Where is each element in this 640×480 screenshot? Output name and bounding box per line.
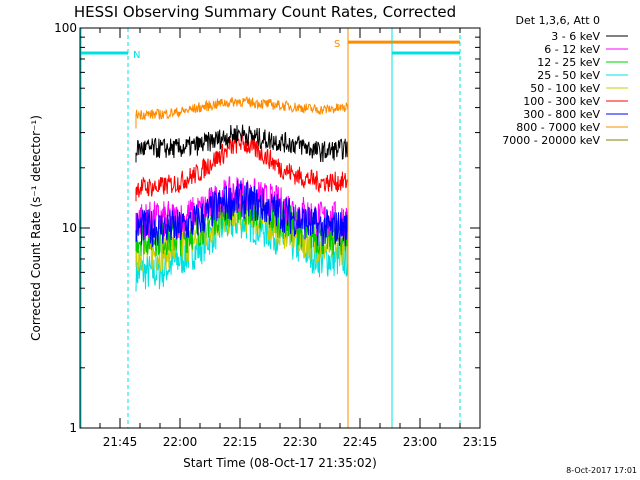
- series-line-3: [135, 204, 349, 292]
- legend-entry-label: 100 - 300 keV: [523, 95, 600, 108]
- y-tick-label: 1: [69, 421, 77, 435]
- x-tick-label: 22:15: [223, 435, 258, 449]
- annotation-label-0: N: [133, 50, 140, 61]
- legend-entry-label: 12 - 25 keV: [537, 56, 600, 69]
- legend-entry-label: 25 - 50 keV: [537, 69, 600, 82]
- legend-entry-label: 50 - 100 keV: [530, 82, 600, 95]
- x-axis-label: Start Time (08-Oct-17 21:35:02): [183, 456, 377, 470]
- x-tick-label: 22:45: [343, 435, 378, 449]
- timestamp: 8-Oct-2017 17:01: [566, 466, 637, 475]
- annotation-label-1: S: [334, 39, 340, 50]
- x-tick-label: 21:45: [103, 435, 138, 449]
- x-tick-label: 23:15: [463, 435, 498, 449]
- legend-entry-label: 7000 - 20000 keV: [502, 134, 600, 147]
- legend-entry-label: 6 - 12 keV: [544, 43, 600, 56]
- legend-entry-label: 3 - 6 keV: [551, 30, 600, 43]
- plot-area: NS: [80, 28, 461, 428]
- x-tick-label: 22:00: [163, 435, 198, 449]
- series-line-6: [135, 180, 349, 248]
- legend-entry-label: 800 - 7000 keV: [516, 121, 600, 134]
- axes: 1 10 100 21:45 22:00 22:15 22:30 22:45 23:00 23:1…: [54, 21, 497, 449]
- legend-entry-label: 300 - 800 keV: [523, 108, 600, 121]
- legend-title: Det 1,3,6, Att 0: [516, 14, 600, 27]
- series-line-0: [135, 124, 349, 163]
- chart-title: HESSI Observing Summary Count Rates, Cor…: [74, 3, 456, 21]
- y-axis-label: Corrected Count Rate (s⁻¹ detector⁻¹): [29, 115, 43, 341]
- y-tick-label: 10: [62, 221, 77, 235]
- x-tick-label: 23:00: [403, 435, 438, 449]
- y-tick-label: 100: [54, 21, 77, 35]
- x-tick-label: 22:30: [283, 435, 318, 449]
- series-line-7: [135, 96, 349, 129]
